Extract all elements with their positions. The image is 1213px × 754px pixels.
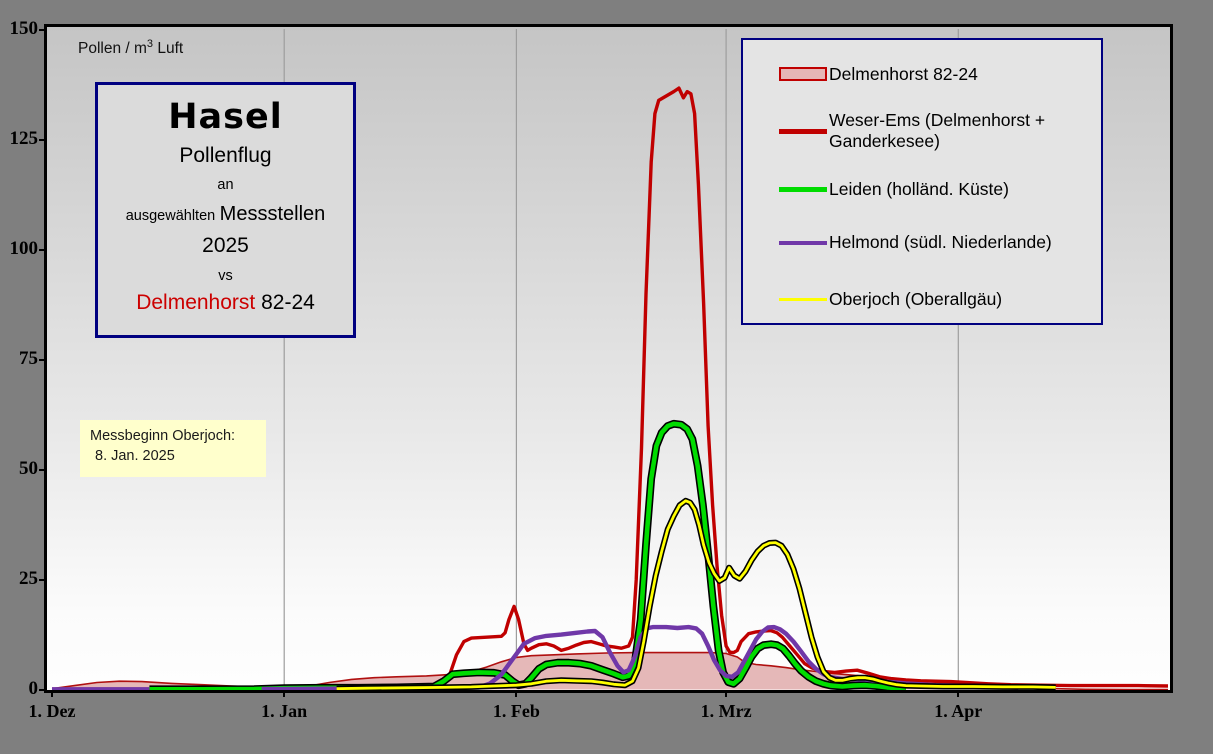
y-tick-label-50: 50 <box>19 458 38 479</box>
title-box: Hasel Pollenflug an ausgewählten Messste… <box>95 82 356 338</box>
x-tick-mark-1. Jan <box>283 690 286 697</box>
x-tick-label-1. Dez: 1. Dez <box>28 701 76 721</box>
y-tick-label-100: 100 <box>9 238 39 259</box>
legend-marker-shape <box>779 186 827 192</box>
x-tick-label-1. Jan: 1. Jan <box>261 701 308 721</box>
y-tick-label-0: 0 <box>28 678 39 699</box>
chart-subtitle-vs: vs <box>218 268 233 284</box>
chart-subtitle-messstellen: ausgewählten Messstellen <box>125 203 326 225</box>
y-tick-label-75: 75 <box>19 348 38 369</box>
y-tick-mark-150 <box>39 29 47 31</box>
chart-canvas <box>51 29 1169 690</box>
series-line-Leiden (holländ. Küste) <box>149 421 907 690</box>
legend-label: Leiden (holländ. Küste) <box>829 178 1009 199</box>
x-tick-label-1. Feb: 1. Feb <box>492 701 540 721</box>
note-line-2: 8. Jan. 2025 <box>95 448 175 464</box>
legend-label: Delmenhorst 82-24 <box>829 63 978 84</box>
legend-item: Delmenhorst 82-24 <box>743 50 1101 98</box>
x-tick-label-1. Mrz: 1. Mrz <box>700 701 752 721</box>
x-tick-label-1. Apr: 1. Apr <box>934 701 983 721</box>
y-tick-mark-100 <box>39 249 47 251</box>
legend-item: Oberjoch (Oberallgäu) <box>743 271 1101 328</box>
note-box: Messbeginn Oberjoch: 8. Jan. 2025 <box>80 420 266 477</box>
y-tick-label-25: 25 <box>19 568 38 589</box>
legend-item: Weser-Ems (Delmenhorst + Ganderkesee) <box>743 98 1101 164</box>
legend-line-swatch <box>779 186 827 192</box>
legend-marker-shape <box>779 128 827 134</box>
legend-marker-shape <box>779 298 827 301</box>
chart-subtitle-reference: Delmenhorst 82-24 <box>136 291 315 314</box>
y-tick-mark-0 <box>39 689 47 691</box>
chart-subtitle-year: 2025 <box>202 234 249 257</box>
legend-label: Weser-Ems (Delmenhorst + Ganderkesee) <box>829 110 1046 151</box>
legend-area-swatch <box>779 67 827 81</box>
y-axis-unit-label: Pollen / m3 Luft <box>78 38 184 58</box>
y-tick-label-150: 150 <box>9 18 39 39</box>
series-line-Oberjoch (Oberallgäu) <box>336 499 1056 690</box>
legend-label: Oberjoch (Oberallgäu) <box>829 289 1003 309</box>
y-tick-mark-50 <box>39 469 47 471</box>
legend-line-swatch <box>779 240 827 245</box>
chart-subtitle-pollenflug: Pollenflug <box>179 144 272 167</box>
x-tick-mark-1. Dez <box>51 690 53 697</box>
x-tick-mark-1. Apr <box>957 690 960 697</box>
chart-subtitle-an: an <box>217 177 234 193</box>
x-tick-mark-1. Mrz <box>725 690 728 697</box>
legend-marker-shape <box>779 67 827 81</box>
legend: Delmenhorst 82-24 Weser-Ems (Delmenhorst … <box>741 38 1103 325</box>
legend-marker-shape <box>779 240 827 245</box>
legend-item: Helmond (südl. Niederlande) <box>743 214 1101 271</box>
chart-title: Hasel <box>168 97 283 137</box>
legend-item: Leiden (holländ. Küste) <box>743 164 1101 214</box>
y-tick-label-125: 125 <box>9 128 39 149</box>
x-tick-mark-1. Feb <box>515 690 518 697</box>
y-tick-mark-125 <box>39 139 47 141</box>
y-tick-mark-25 <box>39 579 47 581</box>
legend-label: Helmond (südl. Niederlande) <box>829 232 1052 252</box>
note-line-1: Messbeginn Oberjoch: <box>90 428 236 444</box>
series-line-Weser-Ems (Delmenhorst + Ganderkesee) <box>52 86 1169 690</box>
legend-line-swatch <box>779 298 827 301</box>
legend-line-swatch <box>779 128 827 134</box>
y-tick-mark-75 <box>39 359 47 361</box>
